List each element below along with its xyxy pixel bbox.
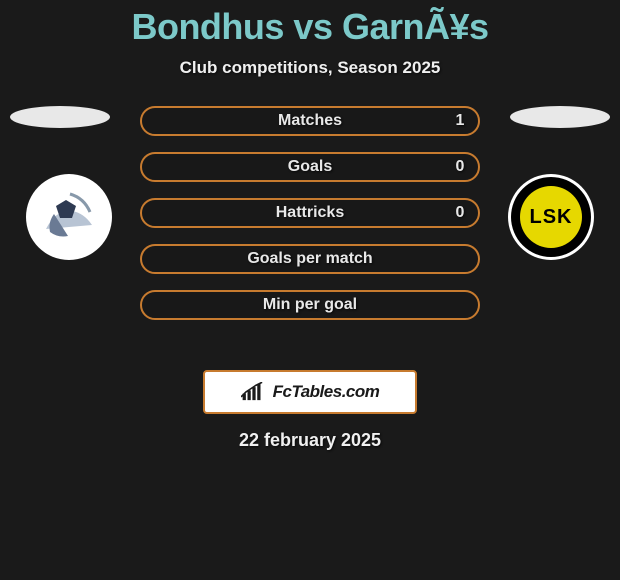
brand-box[interactable]: FcTables.com	[203, 370, 417, 414]
stat-right-value: 1	[442, 112, 478, 130]
stat-label: Matches	[178, 112, 442, 130]
badge-right-text: LSK	[530, 206, 573, 229]
soccer-ball-icon	[26, 174, 112, 260]
stat-label: Min per goal	[178, 296, 442, 314]
stat-rows: Matches 1 Goals 0 Hattricks 0 Goals per …	[140, 106, 480, 336]
team-badge-right: LSK	[508, 174, 594, 260]
bar-chart-icon	[241, 382, 267, 402]
brand-text: FcTables.com	[273, 382, 380, 402]
stat-label: Goals	[178, 158, 442, 176]
stat-label: Hattricks	[178, 204, 442, 222]
page-subtitle: Club competitions, Season 2025	[0, 58, 620, 78]
stat-right-value: 0	[442, 204, 478, 222]
stat-label: Goals per match	[178, 250, 442, 268]
team-badge-left	[26, 174, 112, 260]
stat-right-value: 0	[442, 158, 478, 176]
page-title: Bondhus vs GarnÃ¥s	[0, 0, 620, 48]
snapshot-date: 22 february 2025	[0, 430, 620, 451]
stat-row-goals: Goals 0	[140, 152, 480, 182]
pedestal-right	[510, 106, 610, 128]
stat-row-hattricks: Hattricks 0	[140, 198, 480, 228]
pedestal-left	[10, 106, 110, 128]
comparison-stage: LSK Matches 1 Goals 0 Hattricks 0 Goals …	[0, 106, 620, 366]
stat-row-min-per-goal: Min per goal	[140, 290, 480, 320]
stat-row-goals-per-match: Goals per match	[140, 244, 480, 274]
stat-row-matches: Matches 1	[140, 106, 480, 136]
